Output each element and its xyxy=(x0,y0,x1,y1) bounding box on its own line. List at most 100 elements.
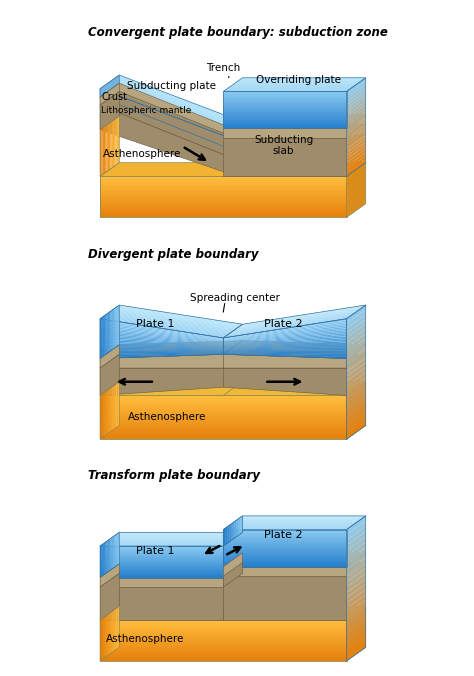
Text: Trench: Trench xyxy=(206,63,240,73)
Polygon shape xyxy=(241,306,365,326)
Polygon shape xyxy=(100,91,119,130)
Polygon shape xyxy=(100,628,346,629)
Polygon shape xyxy=(100,327,223,342)
Polygon shape xyxy=(100,577,223,587)
Polygon shape xyxy=(100,93,237,147)
Polygon shape xyxy=(238,307,363,327)
Polygon shape xyxy=(223,128,346,138)
Polygon shape xyxy=(100,438,346,439)
Polygon shape xyxy=(109,612,111,654)
Polygon shape xyxy=(108,82,246,135)
Polygon shape xyxy=(111,537,113,569)
Polygon shape xyxy=(100,89,237,142)
Polygon shape xyxy=(223,91,346,93)
Polygon shape xyxy=(237,147,346,176)
Polygon shape xyxy=(113,308,237,329)
Polygon shape xyxy=(100,403,346,404)
Polygon shape xyxy=(113,309,114,349)
Polygon shape xyxy=(237,136,346,150)
Polygon shape xyxy=(223,110,346,111)
Polygon shape xyxy=(223,562,243,587)
Polygon shape xyxy=(223,115,346,117)
Text: Asthenosphere: Asthenosphere xyxy=(106,634,184,644)
Polygon shape xyxy=(223,343,346,348)
Polygon shape xyxy=(100,562,223,564)
Polygon shape xyxy=(223,351,346,352)
Polygon shape xyxy=(346,149,366,166)
Polygon shape xyxy=(237,308,362,328)
Polygon shape xyxy=(118,532,243,533)
Polygon shape xyxy=(100,564,223,565)
Polygon shape xyxy=(231,523,233,541)
Polygon shape xyxy=(111,537,236,538)
Polygon shape xyxy=(100,197,346,198)
Polygon shape xyxy=(100,351,223,352)
Polygon shape xyxy=(100,186,346,187)
Polygon shape xyxy=(346,348,366,367)
Polygon shape xyxy=(100,206,346,208)
Polygon shape xyxy=(100,95,237,150)
Polygon shape xyxy=(114,535,116,567)
Polygon shape xyxy=(101,545,225,546)
Polygon shape xyxy=(100,654,346,656)
Polygon shape xyxy=(255,115,366,128)
Polygon shape xyxy=(346,153,366,170)
Polygon shape xyxy=(346,122,366,139)
Text: Plate 2: Plate 2 xyxy=(264,530,303,540)
Polygon shape xyxy=(229,314,353,334)
Polygon shape xyxy=(116,307,117,347)
Polygon shape xyxy=(237,133,346,147)
Polygon shape xyxy=(100,644,346,645)
Polygon shape xyxy=(237,131,346,145)
Polygon shape xyxy=(346,334,366,352)
Polygon shape xyxy=(231,85,355,86)
Polygon shape xyxy=(110,538,111,571)
Polygon shape xyxy=(112,79,250,132)
Polygon shape xyxy=(233,311,357,331)
Text: Convergent plate boundary: subduction zone: Convergent plate boundary: subduction zo… xyxy=(88,26,388,39)
Polygon shape xyxy=(223,322,346,340)
Polygon shape xyxy=(100,566,223,567)
Polygon shape xyxy=(223,562,346,564)
Polygon shape xyxy=(100,574,223,575)
Polygon shape xyxy=(233,521,235,539)
Polygon shape xyxy=(118,306,242,326)
Polygon shape xyxy=(117,533,241,535)
Polygon shape xyxy=(101,88,238,140)
Polygon shape xyxy=(100,410,346,412)
Text: Divergent plate boundary: Divergent plate boundary xyxy=(88,247,258,260)
Polygon shape xyxy=(100,423,346,425)
Polygon shape xyxy=(223,117,346,118)
Polygon shape xyxy=(100,191,346,193)
Polygon shape xyxy=(100,627,346,628)
Polygon shape xyxy=(100,551,223,552)
Polygon shape xyxy=(239,126,350,139)
Polygon shape xyxy=(225,89,349,90)
Polygon shape xyxy=(346,397,366,415)
Polygon shape xyxy=(100,652,346,653)
Polygon shape xyxy=(223,126,346,127)
Polygon shape xyxy=(227,526,351,527)
Polygon shape xyxy=(107,83,245,136)
Polygon shape xyxy=(100,91,237,145)
Polygon shape xyxy=(238,517,241,535)
Polygon shape xyxy=(100,203,346,205)
Polygon shape xyxy=(346,368,366,386)
Polygon shape xyxy=(223,325,346,341)
Polygon shape xyxy=(104,85,242,138)
Polygon shape xyxy=(223,354,346,368)
Polygon shape xyxy=(115,78,252,130)
Polygon shape xyxy=(100,91,237,145)
Polygon shape xyxy=(100,567,223,569)
Polygon shape xyxy=(113,120,114,167)
Polygon shape xyxy=(100,625,346,627)
Polygon shape xyxy=(223,544,346,546)
Polygon shape xyxy=(104,543,228,544)
Polygon shape xyxy=(100,621,346,623)
Polygon shape xyxy=(346,156,366,173)
Polygon shape xyxy=(107,313,108,354)
Polygon shape xyxy=(234,310,358,331)
Polygon shape xyxy=(100,335,223,345)
Text: Plate 2: Plate 2 xyxy=(264,319,303,329)
Polygon shape xyxy=(223,543,346,544)
